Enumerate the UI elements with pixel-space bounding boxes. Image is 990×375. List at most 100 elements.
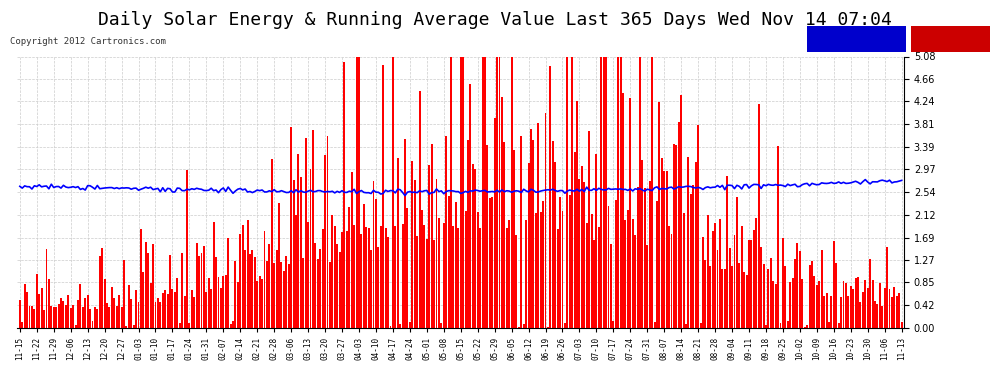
Bar	[770, 258, 772, 328]
Bar	[525, 220, 527, 328]
Bar	[285, 256, 287, 328]
Bar	[549, 66, 551, 328]
Bar	[196, 243, 198, 328]
Bar	[322, 230, 324, 328]
Bar	[765, 325, 767, 328]
Bar	[814, 276, 816, 328]
Bar	[901, 322, 903, 328]
Bar	[474, 169, 476, 328]
Bar	[271, 159, 272, 328]
Bar	[419, 92, 421, 328]
Bar	[149, 283, 151, 328]
Bar	[566, 57, 568, 328]
Bar	[501, 97, 503, 328]
Bar	[854, 278, 856, 328]
Bar	[603, 57, 605, 328]
Bar	[447, 196, 449, 328]
Bar	[179, 323, 181, 328]
Bar	[280, 262, 282, 328]
Bar	[302, 258, 304, 328]
Bar	[571, 57, 573, 328]
Bar	[819, 281, 821, 328]
Bar	[670, 234, 672, 328]
Bar	[19, 300, 21, 328]
Bar	[784, 266, 786, 328]
Bar	[176, 278, 178, 328]
Bar	[82, 307, 84, 328]
Bar	[700, 323, 702, 328]
Bar	[273, 263, 275, 328]
Bar	[459, 57, 461, 328]
Bar	[334, 226, 336, 328]
Bar	[511, 57, 513, 328]
Bar	[99, 256, 101, 328]
Bar	[714, 223, 716, 328]
Bar	[472, 164, 474, 328]
Bar	[67, 295, 69, 328]
Bar	[528, 164, 530, 328]
Bar	[639, 57, 641, 328]
Bar	[87, 295, 89, 328]
Bar	[595, 154, 597, 328]
Bar	[69, 308, 71, 328]
Bar	[889, 289, 890, 328]
Bar	[561, 211, 563, 328]
Bar	[779, 323, 781, 328]
Bar	[884, 288, 886, 328]
Bar	[394, 226, 396, 328]
Bar	[157, 298, 158, 328]
Bar	[251, 250, 253, 328]
Bar	[436, 179, 438, 328]
Bar	[79, 284, 81, 328]
Bar	[348, 207, 350, 328]
Bar	[113, 298, 115, 328]
Bar	[148, 253, 149, 328]
Bar	[741, 226, 742, 328]
Bar	[685, 324, 687, 328]
Bar	[104, 279, 106, 328]
Bar	[556, 229, 558, 328]
Bar	[755, 218, 757, 328]
Bar	[821, 250, 823, 328]
Bar	[438, 218, 440, 328]
Bar	[433, 240, 435, 328]
Bar	[91, 321, 93, 328]
Bar	[358, 57, 360, 328]
Bar	[752, 230, 754, 328]
Bar	[876, 304, 878, 328]
Bar	[426, 239, 428, 328]
Bar	[627, 210, 629, 328]
Bar	[380, 225, 382, 328]
Bar	[329, 262, 331, 328]
Bar	[530, 129, 532, 328]
Bar	[261, 279, 263, 328]
Bar	[411, 161, 413, 328]
Bar	[656, 201, 658, 328]
Bar	[646, 244, 648, 328]
Bar	[205, 291, 207, 328]
Bar	[409, 322, 411, 328]
Bar	[89, 309, 91, 328]
Bar	[164, 290, 166, 328]
Bar	[535, 213, 537, 328]
Bar	[583, 182, 585, 328]
Bar	[446, 136, 447, 328]
Bar	[169, 255, 171, 328]
Bar	[339, 252, 341, 328]
Bar	[227, 238, 229, 328]
Bar	[748, 240, 750, 328]
Bar	[496, 57, 498, 328]
Bar	[258, 276, 260, 328]
Bar	[62, 301, 64, 328]
Bar	[513, 150, 515, 328]
Bar	[782, 238, 784, 328]
Bar	[253, 257, 255, 328]
Bar	[350, 172, 352, 328]
Bar	[581, 166, 583, 328]
Bar	[610, 244, 612, 328]
Bar	[893, 287, 895, 328]
Bar	[486, 145, 488, 328]
Bar	[213, 222, 215, 328]
Bar	[39, 294, 41, 328]
Bar	[717, 250, 719, 328]
